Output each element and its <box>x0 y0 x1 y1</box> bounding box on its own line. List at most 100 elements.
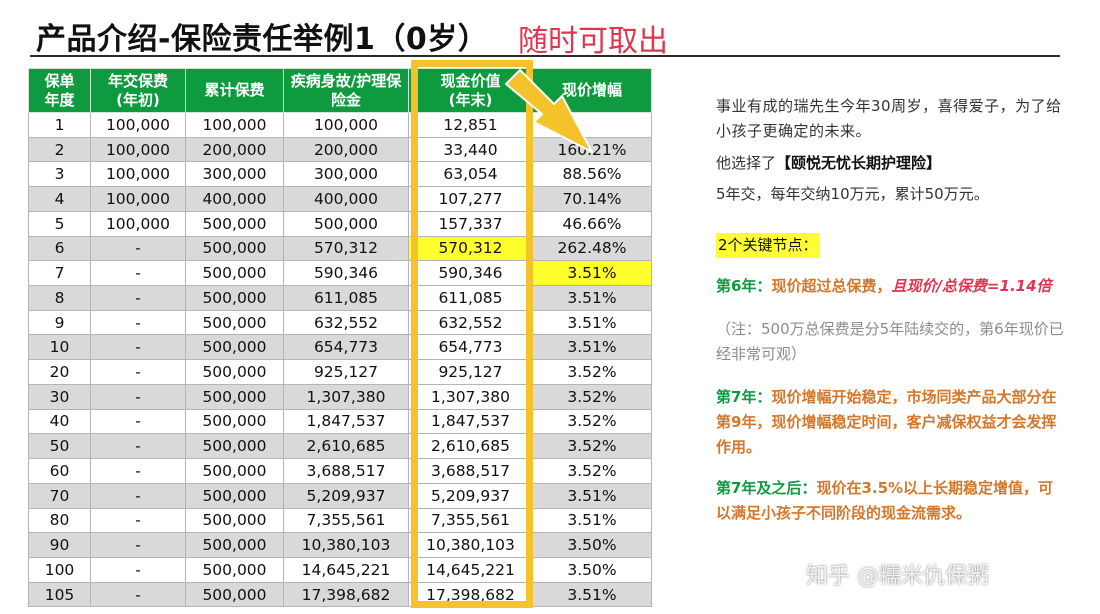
policy-year-cell: 60 <box>28 458 91 484</box>
intro-text: 事业有成的瑞先生今年30周岁，喜得爱子，为了给小孩子更确定的未来。 <box>716 97 1062 140</box>
annual-premium-cell: - <box>90 581 186 608</box>
cash-value-cell: 1,307,380 <box>408 383 533 410</box>
annual-premium-cell: - <box>90 309 186 336</box>
benefit-cell: 3,688,517 <box>283 458 409 484</box>
table-row: 10-500,000 654,773 654,773 3.51% <box>28 334 652 361</box>
cash-value-growth-header: 现价增幅 <box>532 68 652 113</box>
table-row: 9-500,000 632,552 632,552 3.51% <box>28 309 652 336</box>
benefit-cell: 500,000 <box>283 210 409 237</box>
page-title: 产品介绍-保险责任举例1（0岁） <box>36 22 489 57</box>
benefit-cell: 14,645,221 <box>283 556 409 583</box>
cumulative-premium-cell: 500,000 <box>185 507 284 534</box>
table-body: 1 100,000 100,000 100,000 12,851 2 100,000 200,… <box>28 112 652 608</box>
growth-cell: 3.51% <box>532 482 652 509</box>
table-row: 40-500,000 1,847,537 1,847,537 3.52% <box>28 408 652 435</box>
table-row: 20-500,000 925,127 925,127 3.52% <box>28 359 652 385</box>
cash-value-cell: 12,851 <box>408 112 533 138</box>
table-row: 3 100,000 300,000 300,000 63,054 88.56% <box>28 161 652 188</box>
growth-cell: 3.52% <box>532 408 652 435</box>
payment-plan: 5年交，每年交纳10万元，累计50万元。 <box>716 185 989 203</box>
annual-premium-cell: 100,000 <box>90 112 186 138</box>
policy-year-cell: 9 <box>28 309 91 336</box>
cash-value-cell: 107,277 <box>408 186 533 212</box>
policy-year-cell: 100 <box>28 556 91 583</box>
year6-text: 现价超过总保费， <box>771 277 892 295</box>
year6-label: 第6年： <box>716 277 772 295</box>
annual-premium-cell: - <box>90 507 186 534</box>
policy-year-cell: 90 <box>28 532 91 558</box>
cash-value-cell: 611,085 <box>408 285 533 311</box>
case-description-panel: 事业有成的瑞先生今年30周岁，喜得爱子，为了给小孩子更确定的未来。 他选择了【颐… <box>716 94 1066 526</box>
annual-premium-cell: - <box>90 260 186 287</box>
benefit-cell: 17,398,682 <box>283 581 409 608</box>
policy-year-cell: 105 <box>28 581 91 608</box>
policy-year-cell: 5 <box>28 210 91 237</box>
cumulative-premium-cell: 300,000 <box>185 161 284 188</box>
cash-value-cell: 157,337 <box>408 210 533 237</box>
benefit-cell: 570,312 <box>283 235 409 262</box>
cumulative-premium-cell: 500,000 <box>185 210 284 237</box>
growth-cell: 3.51% <box>532 507 652 534</box>
growth-cell: 3.52% <box>532 359 652 385</box>
annual-premium-cell: - <box>90 532 186 558</box>
policy-year-cell: 6 <box>28 235 91 262</box>
table-row: 80-500,000 7,355,561 7,355,561 3.51% <box>28 507 652 534</box>
cumulative-premium-cell: 400,000 <box>185 186 284 212</box>
annual-premium-header: 年交保费 (年初) <box>90 68 186 113</box>
zhihu-watermark: 知乎 @糯米仇保粥 <box>806 564 989 589</box>
table-row: 30-500,000 1,307,380 1,307,380 3.52% <box>28 383 652 410</box>
annual-premium-cell: 100,000 <box>90 136 186 163</box>
benefit-cell: 5,209,937 <box>283 482 409 509</box>
cumulative-premium-header: 累计保费 <box>185 68 284 113</box>
benefit-cell: 1,847,537 <box>283 408 409 435</box>
cash-value-cell: 590,346 <box>408 260 533 287</box>
choose-prefix: 他选择了 <box>716 154 777 172</box>
cash-value-cell: 10,380,103 <box>408 532 533 558</box>
after-year7-text: 现价在3.5%以上长期稳定增值，可以满足小孩子不同阶段的现金流需求。 <box>716 479 1054 522</box>
cumulative-premium-cell: 500,000 <box>185 359 284 385</box>
annual-premium-cell: - <box>90 359 186 385</box>
growth-cell: 3.50% <box>532 556 652 583</box>
title-divider <box>30 55 1060 57</box>
benefit-cell: 925,127 <box>283 359 409 385</box>
cumulative-premium-cell: 500,000 <box>185 433 284 460</box>
growth-cell: 3.51% <box>532 260 652 287</box>
cumulative-premium-cell: 500,000 <box>185 383 284 410</box>
annual-premium-cell: - <box>90 408 186 435</box>
growth-cell: 3.52% <box>532 458 652 484</box>
benefit-cell: 100,000 <box>283 112 409 138</box>
table-row: 70-500,000 5,209,937 5,209,937 3.51% <box>28 482 652 509</box>
benefit-cell: 654,773 <box>283 334 409 361</box>
annual-premium-cell: 100,000 <box>90 186 186 212</box>
cash-value-header: 现金价值 (年末) <box>408 68 533 113</box>
cumulative-premium-cell: 500,000 <box>185 235 284 262</box>
policy-year-cell: 3 <box>28 161 91 188</box>
cash-value-cell: 14,645,221 <box>408 556 533 583</box>
cash-value-cell: 5,209,937 <box>408 482 533 509</box>
after-year7-label: 第7年及之后： <box>716 479 817 497</box>
cumulative-premium-cell: 200,000 <box>185 136 284 163</box>
cash-value-cell: 63,054 <box>408 161 533 188</box>
table-header: 保单 年度 年交保费 (年初) 累计保费 疾病身故/护理保 险金 现金价值 (年末) 现价… <box>28 68 652 113</box>
insurance-benefit-table: 保单 年度 年交保费 (年初) 累计保费 疾病身故/护理保 险金 现金价值 (年末) 现价… <box>28 68 652 608</box>
annual-premium-cell: - <box>90 482 186 509</box>
year6-point: 第6年：现价超过总保费，且现价/总保费=1.14倍 <box>716 274 1066 299</box>
benefit-cell: 300,000 <box>283 161 409 188</box>
annual-premium-cell: 100,000 <box>90 161 186 188</box>
policy-year-cell: 50 <box>28 433 91 460</box>
product-name: 【颐悦无忧长期护理险】 <box>776 154 942 172</box>
cumulative-premium-cell: 500,000 <box>185 482 284 509</box>
growth-cell: 3.51% <box>532 285 652 311</box>
death-care-benefit-header: 疾病身故/护理保 险金 <box>283 68 409 113</box>
policy-year-cell: 30 <box>28 383 91 410</box>
growth-cell <box>532 112 652 138</box>
growth-cell: 3.52% <box>532 383 652 410</box>
growth-cell: 3.50% <box>532 532 652 558</box>
benefit-cell: 632,552 <box>283 309 409 336</box>
table-row: 5 100,000 500,000 500,000 157,337 46.66% <box>28 210 652 237</box>
policy-year-cell: 80 <box>28 507 91 534</box>
annual-premium-cell: - <box>90 458 186 484</box>
cumulative-premium-cell: 100,000 <box>185 112 284 138</box>
annual-premium-cell: - <box>90 285 186 311</box>
cash-value-cell: 654,773 <box>408 334 533 361</box>
